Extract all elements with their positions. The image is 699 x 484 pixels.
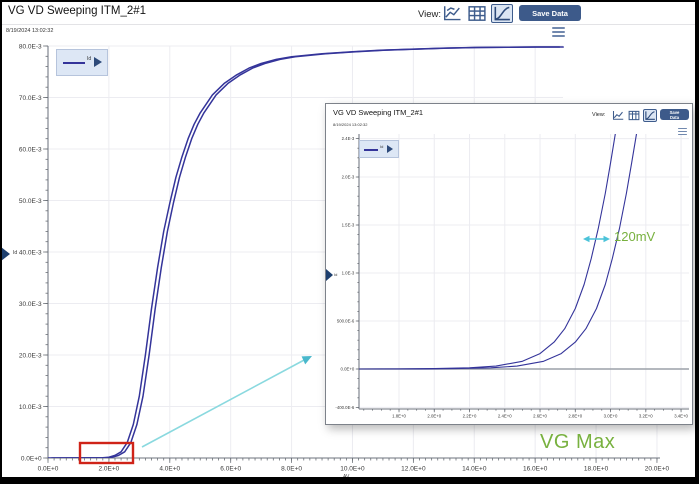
svg-text:16.0E+0: 16.0E+0: [523, 465, 548, 472]
inset-chart-window: VG VD Sweeping ITM_2#1 8/19/2024 13:02:3…: [325, 103, 693, 425]
svg-text:2.0E-3: 2.0E-3: [342, 175, 355, 180]
legend-line-swatch: [63, 62, 85, 64]
svg-text:70.0E-3: 70.0E-3: [19, 95, 42, 102]
save-data-button[interactable]: Save Data: [519, 5, 581, 21]
x-axis-label: AV: [343, 474, 350, 480]
inset-y-axis-panel-toggle-icon[interactable]: [326, 269, 333, 281]
inset-view-overlay-chart-icon[interactable]: [612, 110, 624, 121]
view-table-icon[interactable]: [467, 5, 487, 22]
view-label: View:: [418, 9, 442, 20]
inset-timestamp: 8/19/2024 13:02:32: [333, 122, 368, 127]
inset-view-graph-icon[interactable]: [643, 109, 657, 122]
svg-text:2.8E+0: 2.8E+0: [568, 414, 582, 419]
svg-text:14.0E+0: 14.0E+0: [462, 465, 487, 472]
y-axis-panel-toggle-icon[interactable]: [1, 247, 10, 261]
svg-text:0.0E+0: 0.0E+0: [341, 367, 355, 372]
svg-text:2.6E+0: 2.6E+0: [533, 414, 547, 419]
svg-text:2.2E+0: 2.2E+0: [463, 414, 477, 419]
svg-text:0.0E+0: 0.0E+0: [38, 465, 59, 472]
svg-text:2.0E+0: 2.0E+0: [427, 414, 441, 419]
svg-text:6.0E+0: 6.0E+0: [220, 465, 241, 472]
svg-text:12.0E+0: 12.0E+0: [401, 465, 426, 472]
svg-text:3.0E+0: 3.0E+0: [604, 414, 618, 419]
svg-text:3.4E+0: 3.4E+0: [674, 414, 688, 419]
svg-text:18.0E+0: 18.0E+0: [584, 465, 609, 472]
svg-text:80.0E-3: 80.0E-3: [19, 43, 42, 50]
inset-save-data-button[interactable]: Save Data: [660, 109, 689, 120]
delta-annotation: 120mV: [614, 229, 656, 244]
inset-legend-line-swatch: [364, 149, 378, 151]
inset-menu-icon[interactable]: [678, 128, 687, 135]
zoom-region-highlight-rectangle: [78, 441, 135, 465]
svg-text:40.0E-3: 40.0E-3: [19, 249, 42, 256]
svg-text:1.8E+0: 1.8E+0: [392, 414, 406, 419]
menu-icon[interactable]: [552, 27, 565, 37]
delta-arrowhead-left-icon: [583, 235, 590, 243]
inset-y-axis-label: Id: [334, 272, 338, 277]
svg-text:8.0E+0: 8.0E+0: [281, 465, 302, 472]
zoom-callout-arrow-line: [141, 358, 307, 448]
view-graph-icon[interactable]: [491, 4, 513, 23]
inset-chart-title: VG VD Sweeping ITM_2#1: [333, 108, 424, 117]
delta-arrowhead-right-icon: [603, 235, 610, 243]
inset-legend-expand-icon[interactable]: [387, 145, 393, 153]
view-overlay-chart-icon[interactable]: [442, 5, 462, 22]
legend: Id: [56, 49, 108, 76]
svg-text:500.0E-6: 500.0E-6: [337, 319, 355, 324]
legend-label: Id: [87, 56, 92, 62]
svg-text:20.0E-3: 20.0E-3: [19, 352, 42, 359]
svg-text:1.5E-3: 1.5E-3: [342, 223, 355, 228]
vg-max-annotation: VG Max: [540, 431, 616, 453]
svg-text:20.0E+0: 20.0E+0: [645, 465, 670, 472]
svg-text:30.0E-3: 30.0E-3: [19, 301, 42, 308]
inset-legend-label: Id: [380, 144, 384, 149]
chart-title: VG VD Sweeping ITM_2#1: [8, 5, 147, 17]
svg-text:10.0E+0: 10.0E+0: [340, 465, 365, 472]
svg-text:50.0E-3: 50.0E-3: [19, 198, 42, 205]
y-axis-label: Id: [13, 250, 18, 256]
svg-text:0.0E+0: 0.0E+0: [21, 455, 42, 462]
svg-text:-400.0E-6: -400.0E-6: [335, 405, 354, 410]
legend-expand-icon[interactable]: [94, 57, 102, 67]
zoom-callout-arrowhead-icon: [301, 356, 312, 365]
svg-text:60.0E-3: 60.0E-3: [19, 146, 42, 153]
svg-text:1.0E-3: 1.0E-3: [342, 271, 355, 276]
inset-legend: Id: [359, 140, 399, 158]
timestamp: 8/19/2024 13:02:32: [6, 28, 54, 34]
svg-text:2.0E+0: 2.0E+0: [98, 465, 119, 472]
svg-text:2.4E-3: 2.4E-3: [342, 136, 355, 141]
svg-text:2.4E+0: 2.4E+0: [498, 414, 512, 419]
svg-text:10.0E-3: 10.0E-3: [19, 404, 42, 411]
svg-text:3.2E+0: 3.2E+0: [639, 414, 653, 419]
inset-view-table-icon[interactable]: [628, 110, 640, 121]
svg-text:4.0E+0: 4.0E+0: [159, 465, 180, 472]
inset-view-label: View:: [592, 112, 606, 118]
header-divider: [0, 24, 699, 25]
